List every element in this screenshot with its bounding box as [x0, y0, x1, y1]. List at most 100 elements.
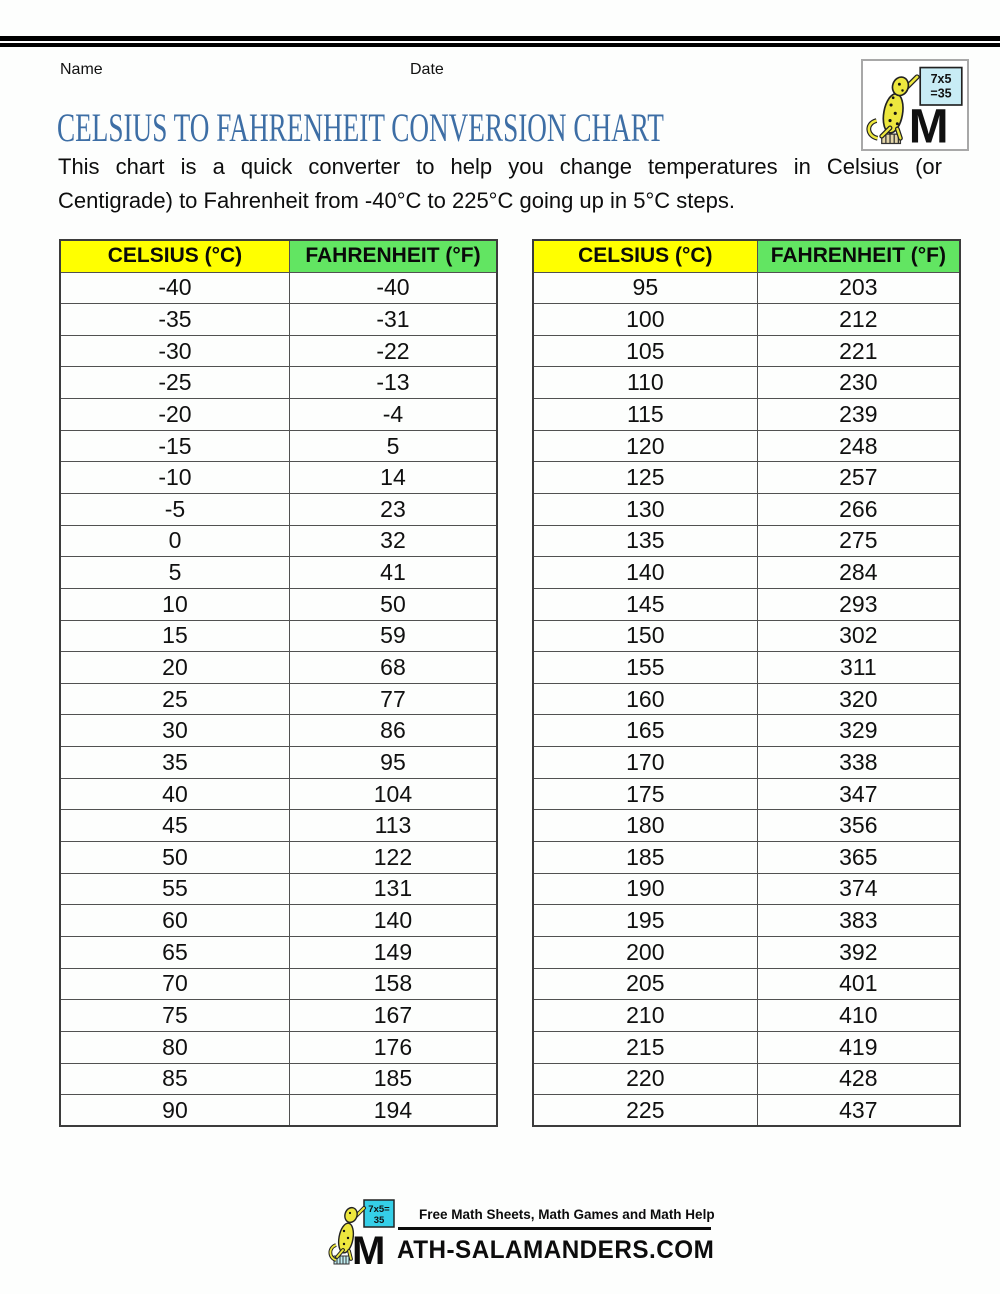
celsius-value: 135: [532, 524, 758, 558]
fahrenheit-value: 149: [288, 935, 498, 969]
svg-text:M: M: [352, 1229, 385, 1268]
table-row: 70 158: [59, 967, 498, 1001]
fahrenheit-value: 338: [756, 746, 961, 779]
celsius-value: 225: [532, 1094, 758, 1127]
fahrenheit-value: 392: [756, 935, 961, 969]
table-row: 5 41: [59, 556, 498, 589]
table-row: 0 32: [59, 524, 498, 558]
fahrenheit-value: 14: [288, 461, 498, 494]
fahrenheit-value: 347: [756, 777, 961, 811]
celsius-value: 180: [532, 809, 758, 843]
table-row: 35 95: [59, 746, 498, 779]
fahrenheit-value: 5: [288, 429, 498, 463]
table-row: 140 284: [532, 556, 961, 589]
table-row: 165 329: [532, 714, 961, 748]
table-row: 10 50: [59, 587, 498, 621]
celsius-value: 190: [532, 872, 758, 906]
table-row: 50 122: [59, 841, 498, 874]
celsius-value: 160: [532, 682, 758, 716]
celsius-value: 170: [532, 746, 758, 779]
fahrenheit-value: 311: [756, 651, 961, 684]
fahrenheit-value: 248: [756, 429, 961, 463]
celsius-value: 220: [532, 1062, 758, 1096]
table-row: 160 320: [532, 682, 961, 716]
fahrenheit-value: 383: [756, 904, 961, 937]
celsius-value: 55: [59, 872, 290, 906]
celsius-value: 30: [59, 714, 290, 748]
celsius-value: 40: [59, 777, 290, 811]
fahrenheit-value: 68: [288, 651, 498, 684]
fahrenheit-value: 221: [756, 334, 961, 368]
svg-text:35: 35: [374, 1215, 385, 1226]
fahrenheit-value: 284: [756, 556, 961, 589]
table-row: 55 131: [59, 872, 498, 906]
celsius-value: -20: [59, 398, 290, 431]
celsius-value: 175: [532, 777, 758, 811]
table-row: 15 59: [59, 619, 498, 653]
celsius-value: 120: [532, 429, 758, 463]
celsius-value: 155: [532, 651, 758, 684]
celsius-value: 100: [532, 303, 758, 336]
description: This chart is a quick converter to help …: [58, 150, 942, 217]
celsius-value: -5: [59, 492, 290, 526]
fahrenheit-value: 59: [288, 619, 498, 653]
table-row: 25 77: [59, 682, 498, 716]
fahrenheit-value: 356: [756, 809, 961, 843]
fahrenheit-value: -31: [288, 303, 498, 336]
celsius-value: 210: [532, 999, 758, 1032]
salamander-logo-icon: 7x5 =35 M: [866, 66, 963, 149]
table-row: -20 -4: [59, 398, 498, 431]
celsius-value: -30: [59, 334, 290, 368]
fahrenheit-value: 437: [756, 1094, 961, 1127]
table-row: -15 5: [59, 429, 498, 463]
description-line-1: This chart is a quick converter to help …: [58, 154, 942, 179]
fahrenheit-value: 158: [288, 967, 498, 1001]
celsius-value: 195: [532, 904, 758, 937]
fahrenheit-value: -4: [288, 398, 498, 431]
top-divider-rule: [0, 36, 1000, 47]
table-row: 130 266: [532, 492, 961, 526]
fahrenheit-value: 365: [756, 841, 961, 874]
table-row: 175 347: [532, 777, 961, 811]
celsius-header: CELSIUS (°C): [59, 239, 290, 273]
celsius-value: 15: [59, 619, 290, 653]
fahrenheit-value: 293: [756, 587, 961, 621]
table-row: -25 -13: [59, 366, 498, 400]
celsius-value: -40: [59, 271, 290, 305]
celsius-header: CELSIUS (°C): [532, 239, 758, 273]
celsius-value: 45: [59, 809, 290, 843]
celsius-value: 70: [59, 967, 290, 1001]
celsius-value: 130: [532, 492, 758, 526]
fahrenheit-header: FAHRENHEIT (°F): [288, 239, 498, 273]
fahrenheit-value: -13: [288, 366, 498, 400]
conversion-table-left: CELSIUS (°C) FAHRENHEIT (°F) -40 -40 -35 -3…: [59, 239, 498, 1128]
table-header-row: CELSIUS (°C) FAHRENHEIT (°F): [532, 239, 961, 273]
celsius-value: 115: [532, 398, 758, 431]
table-row: 155 311: [532, 651, 961, 684]
celsius-value: 5: [59, 556, 290, 589]
fahrenheit-value: 239: [756, 398, 961, 431]
table-row: 60 140: [59, 904, 498, 937]
fahrenheit-value: 176: [288, 1030, 498, 1064]
footer-salamander-logo-icon: 7x5= 35 M: [328, 1199, 395, 1268]
celsius-value: 110: [532, 366, 758, 400]
celsius-value: 65: [59, 935, 290, 969]
celsius-value: 215: [532, 1030, 758, 1064]
table-row: 195 383: [532, 904, 961, 937]
table-row: 30 86: [59, 714, 498, 748]
table-row: 200 392: [532, 935, 961, 969]
celsius-value: 95: [532, 271, 758, 305]
fahrenheit-value: 131: [288, 872, 498, 906]
celsius-value: 90: [59, 1094, 290, 1127]
celsius-value: 0: [59, 524, 290, 558]
table-row: 65 149: [59, 935, 498, 969]
table-row: -10 14: [59, 461, 498, 494]
fahrenheit-value: 86: [288, 714, 498, 748]
fahrenheit-value: 428: [756, 1062, 961, 1096]
fahrenheit-value: 410: [756, 999, 961, 1032]
table-row: 150 302: [532, 619, 961, 653]
fahrenheit-value: 185: [288, 1062, 498, 1096]
celsius-value: 80: [59, 1030, 290, 1064]
fahrenheit-value: 113: [288, 809, 498, 843]
fahrenheit-header: FAHRENHEIT (°F): [756, 239, 961, 273]
